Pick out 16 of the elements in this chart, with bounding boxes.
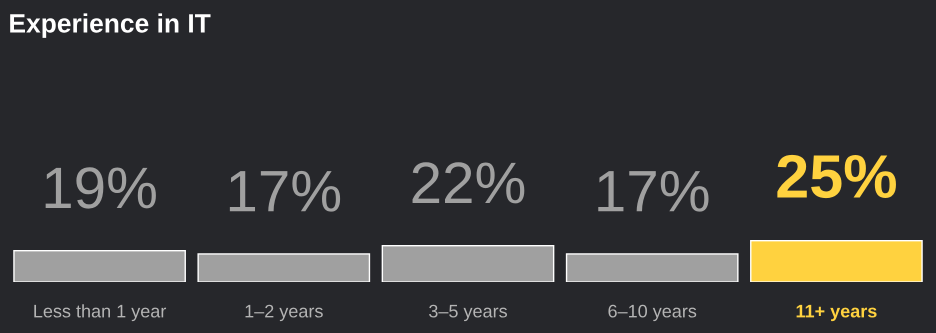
- data-label: 19%: [46, 167, 156, 209]
- x-tick-label: 3–5 years: [429, 304, 507, 322]
- x-tick-label: 6–10 years: [608, 304, 696, 322]
- x-tick-label: Less than 1 year: [34, 304, 166, 322]
- chart-title: Experience in IT: [10, 13, 211, 38]
- bar: [13, 250, 186, 282]
- bar: [197, 253, 370, 282]
- bar: [750, 240, 923, 282]
- data-label: 17%: [598, 170, 709, 212]
- x-tick-label: 1–2 years: [246, 304, 323, 322]
- data-label: 17%: [230, 170, 340, 212]
- bar: [382, 244, 554, 282]
- x-tick-label: 11+ years: [796, 304, 877, 322]
- data-label: 25%: [777, 154, 896, 198]
- data-label: 22%: [412, 162, 524, 204]
- bar: [566, 253, 739, 282]
